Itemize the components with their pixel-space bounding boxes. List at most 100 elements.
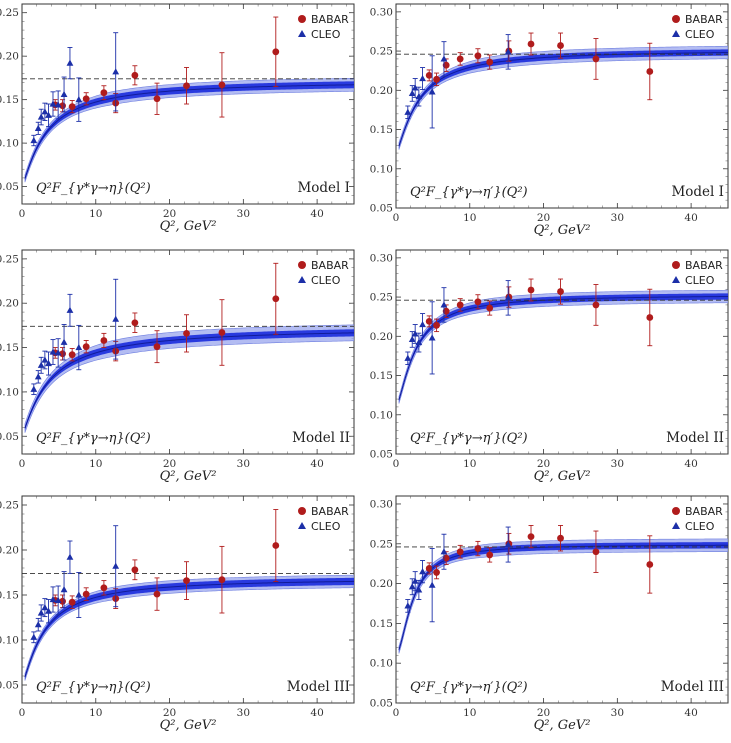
y-tick-label: 0.25 [0,7,19,19]
y-tick-label: 0.05 [0,181,19,193]
babar-point [646,561,654,568]
x-tick-label: 10 [89,458,102,470]
legend-babar-marker [298,261,306,269]
cleo-point [30,385,38,392]
panel-eta-model-2: 0.05 0.10 0.15 0.20 0.25 0 10 20 30 40 Q², GeV² BAB… [0,249,355,484]
y-tick-label: 0.20 [0,51,19,63]
x-tick-label: 0 [393,458,400,470]
cleo-point [419,74,426,82]
babar-point [153,343,161,351]
cleo-point [112,315,120,322]
legend-cleo-marker [672,30,680,37]
y-tick-label: 0.10 [0,386,19,398]
cleo-point [404,354,412,361]
babar-point [131,319,139,327]
cleo-point [37,361,45,368]
cleo-point [404,602,412,609]
babar-point [100,89,108,97]
cleo-point [54,349,62,356]
y-tick-label: 0.15 [370,124,393,136]
babar-point [442,554,450,562]
cleo-point [60,338,68,345]
y-tick-label: 0.30 [370,498,393,510]
babar-point [272,542,280,549]
y-tick-label: 0.05 [0,431,19,443]
x-tick-label: 30 [611,212,624,224]
y-tick-label: 0.20 [370,331,393,343]
babar-point [442,307,450,315]
legend-babar-marker [672,507,680,515]
babar-point [646,68,654,75]
form-factor-label: Q²F_{γ*γ→η′}(Q²) [410,680,528,695]
cleo-point [408,89,416,97]
babar-point [272,295,280,303]
legend-babar-label: BABAR [685,505,723,518]
x-tick-label: 20 [537,707,550,719]
y-tick-label: 0.25 [0,253,19,265]
babar-point [68,351,76,359]
cleo-point [66,59,74,66]
x-tick-label: 40 [684,458,697,470]
y-tick-label: 0.10 [0,138,19,150]
babar-point [527,533,535,541]
cleo-point [504,294,512,301]
cleo-point [45,607,52,614]
legend: BABAR CLEO [298,505,349,533]
babar-point [527,40,535,48]
legend-babar-marker [298,507,306,515]
legend-babar-marker [672,261,680,269]
theory-central-line [24,580,354,678]
babar-point [527,286,535,294]
theory-central-line [398,295,728,401]
babar-point [272,48,280,56]
legend: BABAR CLEO [298,13,349,41]
cleo-point [112,562,120,569]
model-label: Model II [666,430,724,446]
x-tick-label: 20 [537,212,550,224]
y-tick-label: 0.25 [370,292,393,304]
cleo-point [34,124,42,131]
y-tick-label: 0.15 [0,590,19,602]
x-tick-label: 0 [19,707,26,719]
x-axis-label: Q², GeV² [534,469,591,484]
x-axis-label: Q², GeV² [160,718,217,733]
legend-babar-marker [298,15,306,23]
cleo-point [440,548,448,555]
legend-cleo-marker [298,276,306,283]
panel-eta-model-3: 0.05 0.10 0.15 0.20 0.25 0 10 20 30 40 Q², GeV² BAB… [0,495,355,733]
cleo-point [75,591,83,598]
cleo-point [440,301,448,308]
babar-point [557,288,564,295]
panel-eta-model-1: 0.05 0.10 0.15 0.20 0.25 0 10 20 30 40 Q², GeV² BAB… [0,3,355,234]
legend-babar-label: BABAR [685,259,723,272]
legend: BABAR CLEO [672,505,723,533]
cleo-point [415,92,423,100]
theory-band-outer [24,77,354,183]
x-tick-label: 30 [237,458,250,470]
x-tick-label: 40 [310,458,323,470]
form-factor-label: Q²F_{γ*γ→η′}(Q²) [410,185,528,200]
theory-band-outer [398,289,728,404]
x-tick-label: 30 [611,458,624,470]
cleo-point [408,583,416,590]
cleo-point [41,356,49,363]
x-tick-label: 30 [237,208,250,220]
cleo-point [428,581,436,588]
x-axis-label: Q², GeV² [534,223,591,238]
babar-point [456,301,464,309]
y-tick-label: 0.15 [0,342,19,354]
x-tick-label: 10 [89,208,102,220]
y-tick-label: 0.05 [370,203,393,215]
x-tick-label: 40 [310,208,323,220]
cleo-point [419,568,426,575]
model-label: Model III [287,679,350,695]
cleo-point [428,88,436,95]
plot-area [396,278,728,404]
cleo-point [75,343,83,351]
y-tick-label: 0.25 [370,46,393,58]
cleo-point [440,55,448,62]
model-label: Model II [292,430,350,446]
legend-babar-label: BABAR [311,505,349,518]
